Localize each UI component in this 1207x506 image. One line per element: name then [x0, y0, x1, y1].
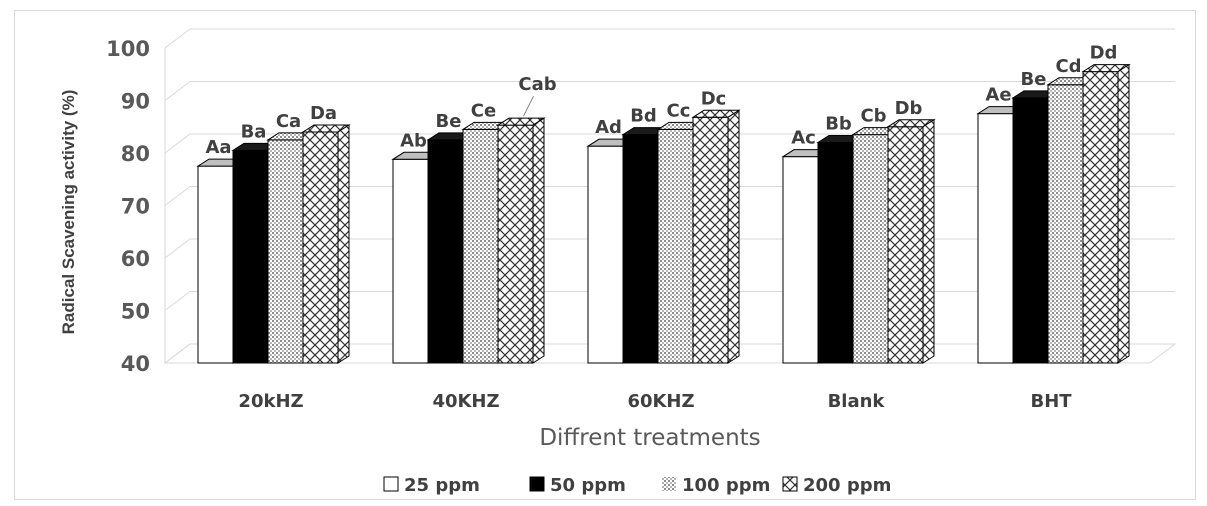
legend-label: 200 ppm [803, 475, 891, 496]
data-label: Cd [1055, 56, 1081, 77]
data-label: Aa [205, 137, 231, 158]
legend-label: 100 ppm [682, 475, 770, 496]
data-label: Ab [400, 130, 427, 151]
legend-swatch [662, 477, 676, 491]
gridline-diag-100 [164, 28, 191, 49]
data-label: Cb [860, 106, 886, 127]
bar-front [1012, 97, 1049, 364]
legend-swatch [383, 476, 399, 492]
y-tick-label: 90 [121, 90, 150, 114]
y-tick-label: 60 [121, 247, 150, 271]
y-tick-label: 70 [121, 195, 150, 219]
data-label: Da [310, 103, 337, 124]
bar-blank-200-ppm [886, 118, 936, 364]
bar-side [727, 109, 740, 364]
bar-front [817, 142, 854, 364]
legend-item-50-ppm: 50 ppm [529, 475, 626, 496]
y-tick-label: 40 [121, 352, 150, 376]
x-tick-label: Blank [828, 391, 886, 412]
data-label: Bd [630, 106, 657, 127]
data-label: Be [1021, 69, 1047, 90]
bar-front [267, 139, 304, 364]
x-tick-label: 60KHZ [627, 391, 694, 412]
data-label: Dd [1090, 43, 1118, 64]
bar-front [232, 149, 269, 364]
chart-frame [14, 10, 1196, 500]
legend-label: 50 ppm [550, 475, 626, 496]
data-label: Ac [791, 128, 816, 149]
gridline-diag-70 [164, 186, 191, 206]
data-label: Cab [518, 74, 556, 95]
bar-front [1082, 71, 1119, 364]
bar-front [1047, 84, 1084, 364]
bar-front [427, 139, 464, 364]
bars-layer [196, 63, 1131, 364]
y-tick-label: 80 [121, 142, 150, 166]
bar-front [462, 128, 499, 364]
bar-side [1117, 63, 1130, 364]
x-tick-label: BHT [1030, 391, 1072, 412]
bar-front [657, 128, 694, 364]
y-tick-label: 50 [121, 300, 150, 324]
legend-swatch [782, 476, 798, 492]
bar-20khz-200-ppm [301, 124, 351, 364]
data-label: Db [895, 98, 923, 119]
labels-layer: Aa Ba Ca Da Ab Be Ce Cab Ad Bd Cc Dc Ac Bb Cb Db Ae Be Cd D… [205, 43, 1117, 159]
bar-front [852, 134, 889, 364]
data-label: Bb [825, 114, 852, 135]
gridline-diag-80 [164, 133, 191, 154]
data-label: Dc [701, 88, 727, 109]
bar-front [302, 131, 339, 364]
gridline-diag-90 [164, 81, 191, 101]
bar-side [337, 124, 350, 364]
bar-front [587, 145, 624, 364]
bar-front [977, 113, 1014, 364]
bar-front [782, 156, 819, 364]
bar-side [922, 118, 935, 364]
x-tick-label: 20kHZ [238, 391, 303, 412]
bar-front [692, 116, 729, 364]
data-label: Ad [595, 117, 622, 138]
bar-front [622, 134, 659, 364]
data-label: Ce [471, 100, 496, 121]
x-tick-label: 40KHZ [432, 391, 499, 412]
gridline-diag-50 [164, 291, 191, 311]
bar-front [497, 124, 534, 364]
legend-label: 25 ppm [404, 475, 480, 496]
legend-item-100-ppm: 100 ppm [662, 475, 770, 496]
bar-front [392, 158, 429, 364]
legend-swatch [529, 476, 545, 492]
data-label: Cc [667, 100, 691, 121]
legend-item-25-ppm: 25 ppm [383, 475, 480, 496]
bar-side [532, 117, 545, 364]
y-axis-title: Radical Scavening activity (%) [59, 90, 78, 335]
bar-40khz-200-ppm [496, 117, 546, 364]
axis-layer: 40 50 60 70 80 90 100 20kHZ 40KHZ 60KHZ Blank BHT [106, 37, 1177, 412]
legend-item-200-ppm: 200 ppm [782, 475, 891, 496]
x-axis-title: Diffrent treatments [539, 425, 760, 451]
data-label: Ae [985, 85, 1011, 106]
data-label: Ba [241, 121, 267, 142]
bar-front [887, 126, 924, 364]
leader-line [523, 95, 534, 117]
bar-60khz-200-ppm [691, 109, 741, 364]
data-label: Ca [276, 111, 301, 132]
y-tick-label: 100 [106, 37, 150, 61]
bar-front [197, 165, 234, 364]
legend: 25 ppm 50 ppm 100 ppm 200 ppm [383, 475, 891, 496]
bar-bht-200-ppm [1081, 63, 1131, 364]
data-label: Be [436, 111, 462, 132]
gridline-diag-60 [164, 238, 191, 259]
